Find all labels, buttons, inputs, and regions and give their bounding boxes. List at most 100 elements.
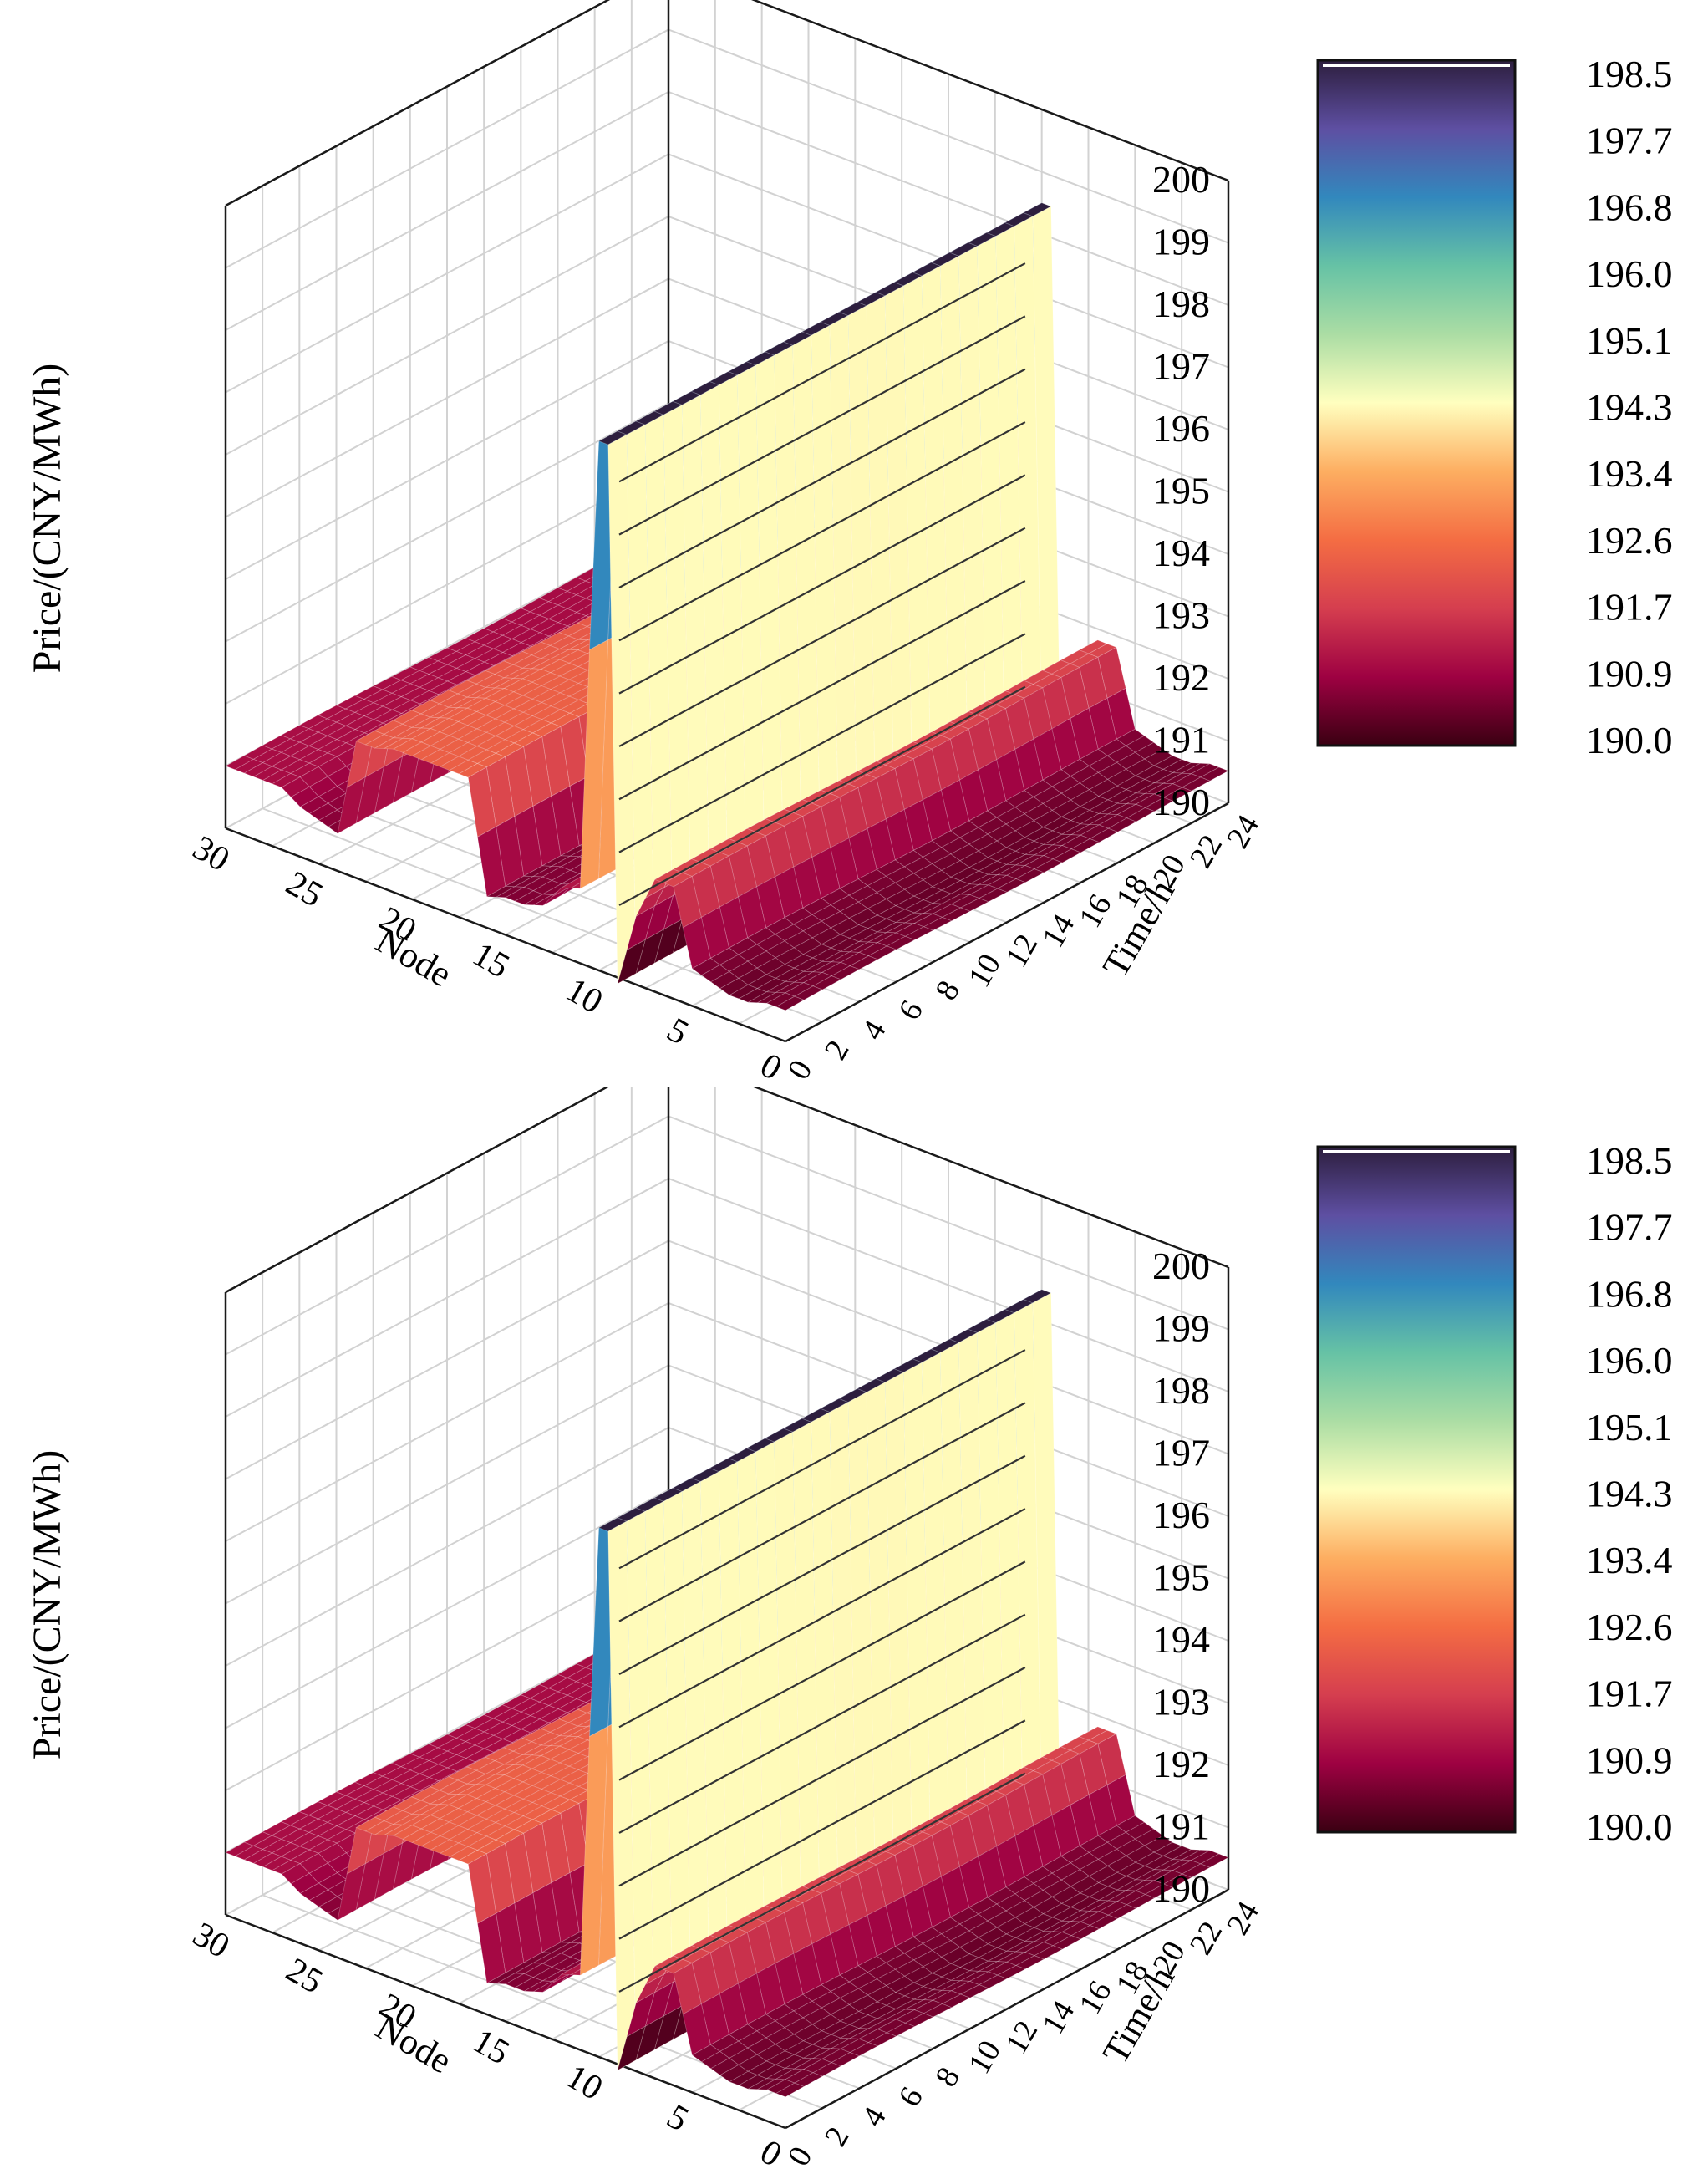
surface-patch bbox=[709, 1458, 739, 1473]
surface-patch bbox=[959, 1957, 989, 1972]
z-tick-label: 197 bbox=[1152, 1432, 1210, 1474]
surface-patch bbox=[765, 981, 796, 993]
node-tick-label: 15 bbox=[466, 935, 516, 986]
node-tick-label: 10 bbox=[559, 2057, 608, 2108]
surface-patch bbox=[252, 1835, 282, 1851]
surface-patch bbox=[876, 1968, 906, 1987]
time-tick-label: 4 bbox=[855, 1015, 893, 1046]
node-tick-label: 25 bbox=[279, 864, 328, 915]
surface-patch bbox=[437, 1737, 467, 1752]
surface-patch bbox=[930, 252, 960, 267]
surface-patch bbox=[653, 1487, 684, 1502]
surface-patch bbox=[821, 2037, 851, 2049]
surface-patch bbox=[700, 964, 730, 983]
surface-patch bbox=[289, 762, 320, 778]
surface-patch bbox=[737, 2030, 767, 2049]
surface-patch bbox=[326, 1795, 356, 1810]
surface-patch bbox=[793, 2024, 823, 2042]
surface-patch bbox=[455, 658, 485, 673]
z-tick-label: 196 bbox=[1152, 407, 1210, 450]
surface-patch bbox=[941, 1947, 970, 1964]
surface-patch bbox=[738, 988, 768, 1003]
colorbar: 198.5 197.7 196.8 196.0 195.1 194.3 193.4 192.6… bbox=[1316, 53, 1673, 761]
surface-patch bbox=[485, 756, 516, 827]
surface-patch bbox=[996, 748, 1025, 802]
surface-patch bbox=[1024, 1889, 1054, 1908]
node-tick-label: 15 bbox=[466, 2022, 516, 2073]
axis-line bbox=[785, 1888, 1229, 2130]
colorbar-tick-label: 192.6 bbox=[1586, 519, 1673, 562]
surface-patch bbox=[280, 725, 310, 740]
z-tick-label: 190 bbox=[1152, 781, 1210, 823]
surface-patch bbox=[335, 695, 365, 710]
surface-patch bbox=[1014, 738, 1044, 792]
surface-patch bbox=[1070, 809, 1100, 825]
surface-patch bbox=[986, 1886, 1016, 1905]
contour-line bbox=[618, 1454, 1026, 1675]
surface-patch bbox=[968, 873, 999, 885]
colorbar-tick-label: 190.0 bbox=[1586, 1805, 1673, 1848]
surface-patch bbox=[298, 1818, 328, 1833]
surface-patch bbox=[719, 954, 749, 972]
colorbar-tick-label: 191.7 bbox=[1586, 1673, 1673, 1715]
surface-patch bbox=[1134, 741, 1164, 760]
surface-patch bbox=[1106, 789, 1137, 804]
surface-patch bbox=[514, 805, 543, 877]
axis-line bbox=[225, 1913, 786, 2130]
node-tick-label: 5 bbox=[660, 1011, 694, 1052]
surface-patch bbox=[1106, 768, 1136, 787]
surface-patch bbox=[1079, 748, 1109, 766]
surface-patch bbox=[344, 715, 375, 731]
z-tick-label: 199 bbox=[1152, 1307, 1210, 1350]
colorbar-tick-label: 198.5 bbox=[1586, 1139, 1673, 1182]
surface-patch bbox=[673, 1962, 702, 2015]
surface-chart-bottom: 190 191 192 193 194 195 196 197 198 199 200 0 5 10 15 2… bbox=[25, 1087, 1673, 2173]
surface-patch bbox=[793, 2000, 822, 2019]
surface-patch bbox=[496, 1902, 525, 1974]
surface-patch bbox=[354, 1805, 384, 1820]
surface-patch bbox=[364, 1820, 394, 1835]
surface-patch bbox=[1097, 785, 1127, 801]
z-tick-label: 197 bbox=[1152, 345, 1210, 388]
axis-line bbox=[225, 827, 786, 1043]
surface-patch bbox=[541, 1812, 571, 1884]
surface-patch bbox=[522, 894, 554, 906]
surface-patch bbox=[765, 825, 795, 878]
surface-patch bbox=[540, 632, 570, 646]
surface-patch bbox=[420, 749, 450, 764]
surface-patch bbox=[1097, 1825, 1127, 1843]
surface-patch bbox=[839, 1873, 868, 1926]
surface-patch bbox=[1024, 1774, 1053, 1826]
surface-patch bbox=[1134, 1869, 1165, 1881]
surface-patch bbox=[1014, 1825, 1044, 1878]
surface-patch bbox=[1125, 1845, 1155, 1863]
colorbar-tick-label: 190.0 bbox=[1586, 719, 1673, 761]
surface-patch bbox=[885, 808, 914, 861]
surface-patch bbox=[819, 311, 849, 326]
surface-patch bbox=[765, 964, 796, 979]
surface-patch bbox=[996, 1835, 1025, 1888]
surface-patch bbox=[719, 2040, 749, 2059]
surface-patch bbox=[709, 371, 739, 386]
contour-line bbox=[618, 1667, 1026, 1887]
surface-patch bbox=[793, 957, 823, 972]
surface-patch bbox=[1014, 1941, 1045, 1953]
axis-line bbox=[785, 802, 1229, 1043]
colorbar-tick-label: 193.4 bbox=[1586, 452, 1673, 495]
surface-patch bbox=[1097, 738, 1127, 756]
surface-patch bbox=[496, 816, 525, 888]
surface-patch bbox=[653, 1955, 684, 1971]
surface-patch bbox=[337, 776, 366, 835]
z-tick-label: 193 bbox=[1152, 594, 1210, 637]
contour-line bbox=[618, 474, 1026, 695]
surface-patch bbox=[1014, 820, 1045, 838]
surface-patch bbox=[1070, 1851, 1100, 1871]
surface-patch bbox=[821, 797, 850, 848]
surface-patch bbox=[597, 430, 628, 445]
surface-patch bbox=[1069, 653, 1099, 668]
surface-patch bbox=[775, 2082, 806, 2098]
surface-patch bbox=[821, 950, 851, 963]
time-axis-title: Time/h bbox=[1095, 873, 1182, 984]
surface-patch bbox=[959, 1984, 989, 1998]
surface-patch bbox=[541, 855, 572, 867]
